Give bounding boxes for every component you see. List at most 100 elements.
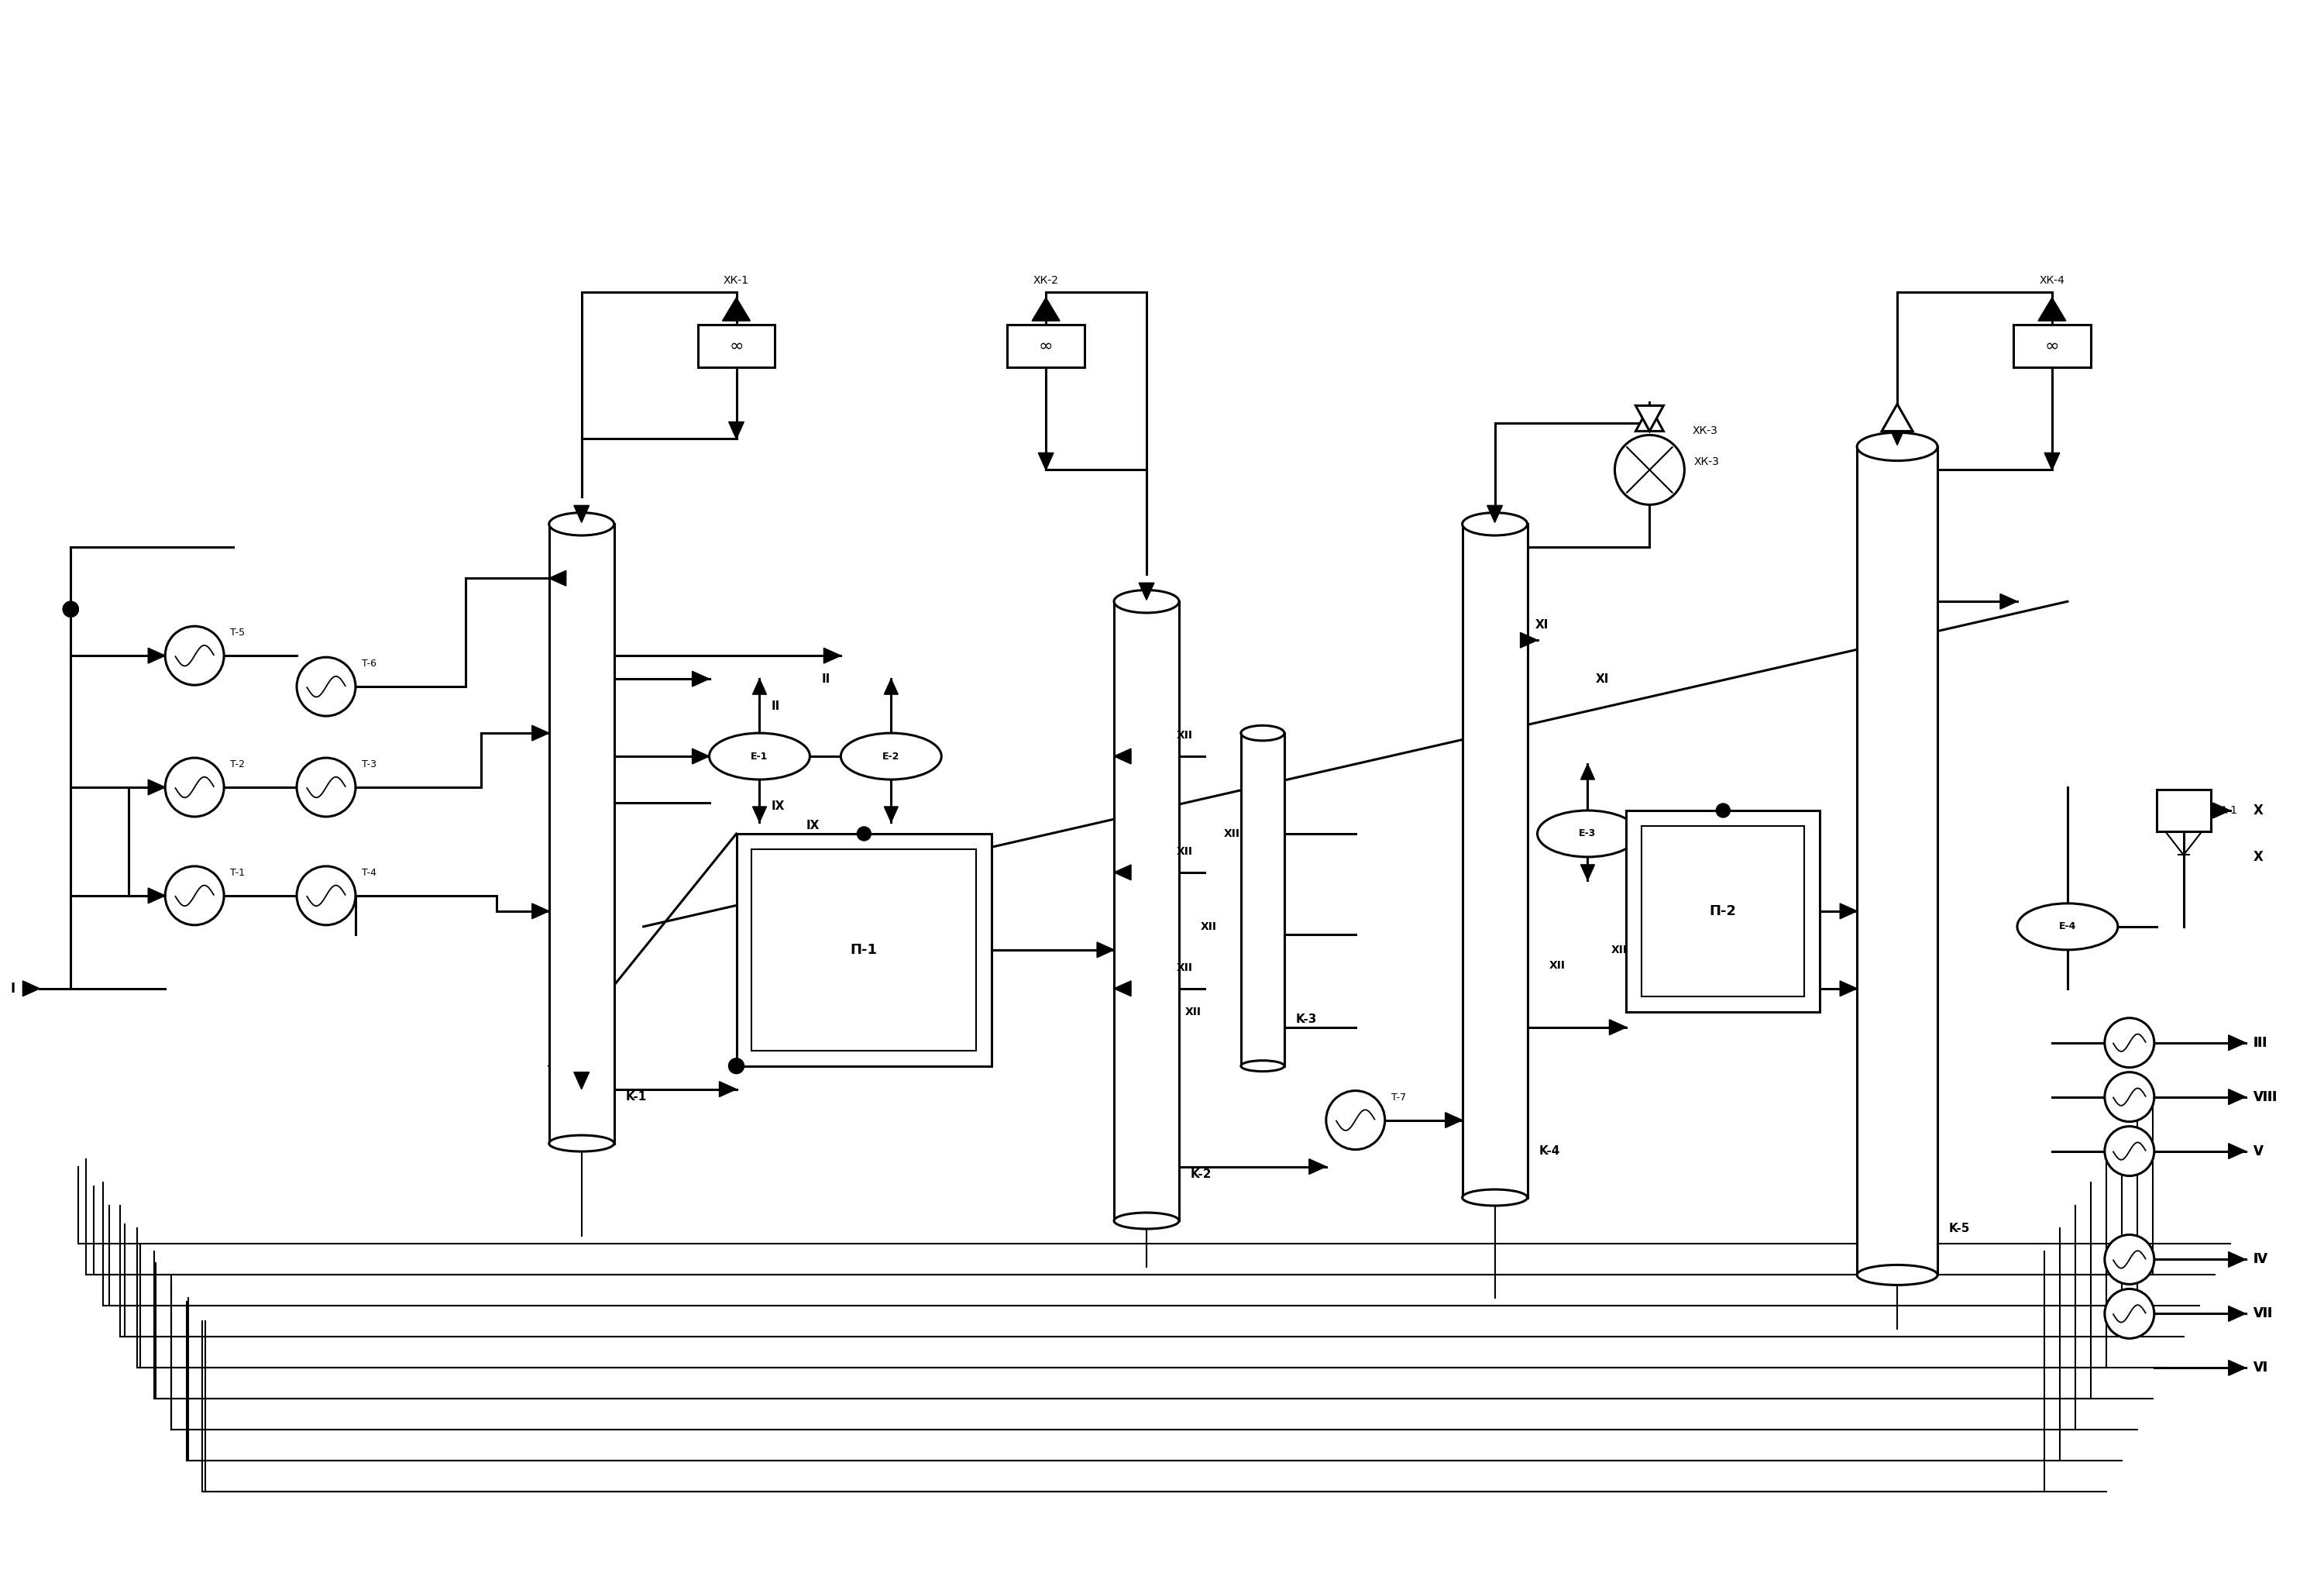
Text: K-2: K-2 xyxy=(1190,1169,1211,1180)
Polygon shape xyxy=(1608,1019,1627,1035)
Text: ХК-2: ХК-2 xyxy=(1034,275,1060,286)
Polygon shape xyxy=(883,679,897,695)
Circle shape xyxy=(858,827,871,841)
Ellipse shape xyxy=(841,733,941,779)
Bar xyxy=(1627,811,1820,1011)
Bar xyxy=(548,525,614,1143)
Text: П-1: П-1 xyxy=(851,943,878,957)
Text: IV: IV xyxy=(2254,1253,2268,1267)
Ellipse shape xyxy=(548,1135,614,1151)
Circle shape xyxy=(165,626,223,685)
Text: X: X xyxy=(2254,851,2264,863)
Text: K-3: K-3 xyxy=(1297,1014,1318,1026)
Polygon shape xyxy=(883,806,897,822)
Text: E-1: E-1 xyxy=(751,750,769,762)
Bar xyxy=(1241,733,1285,1065)
Polygon shape xyxy=(1636,405,1664,431)
Polygon shape xyxy=(2229,1035,2245,1051)
Ellipse shape xyxy=(1462,512,1527,536)
Polygon shape xyxy=(532,903,548,919)
Text: VII: VII xyxy=(2254,1307,2273,1321)
Text: VIII: VIII xyxy=(2254,1089,2278,1103)
Text: XII: XII xyxy=(1176,730,1192,741)
Text: XII: XII xyxy=(1176,846,1192,857)
Text: П-2: П-2 xyxy=(1710,905,1736,917)
Bar xyxy=(737,833,992,1065)
Bar xyxy=(751,849,976,1051)
Text: V: V xyxy=(2254,1145,2264,1158)
Polygon shape xyxy=(548,571,567,585)
Text: VII: VII xyxy=(2254,1307,2273,1321)
Ellipse shape xyxy=(2017,903,2117,949)
Ellipse shape xyxy=(1857,1266,1938,1285)
Circle shape xyxy=(2106,1018,2154,1067)
Polygon shape xyxy=(23,981,40,997)
Text: E-2: E-2 xyxy=(883,750,899,762)
Circle shape xyxy=(2106,1235,2154,1285)
Bar xyxy=(2157,789,2210,832)
Polygon shape xyxy=(2212,803,2231,819)
Polygon shape xyxy=(1520,633,1538,647)
Polygon shape xyxy=(1636,405,1664,431)
Polygon shape xyxy=(823,649,841,663)
Text: ХК-1: ХК-1 xyxy=(723,275,748,286)
Polygon shape xyxy=(2229,1251,2245,1267)
Circle shape xyxy=(63,601,79,617)
Text: XI: XI xyxy=(1536,619,1548,631)
Polygon shape xyxy=(720,1081,737,1097)
Text: T-2: T-2 xyxy=(230,760,244,770)
Text: XII: XII xyxy=(1225,828,1241,840)
Text: II: II xyxy=(772,700,781,712)
Ellipse shape xyxy=(1113,1213,1178,1229)
Circle shape xyxy=(1615,436,1685,504)
Text: VI: VI xyxy=(2254,1361,2268,1375)
Polygon shape xyxy=(693,671,709,687)
Text: VI: VI xyxy=(2254,1361,2268,1375)
Text: XII: XII xyxy=(1611,944,1627,956)
Circle shape xyxy=(63,601,79,617)
Polygon shape xyxy=(1097,943,1113,957)
Bar xyxy=(1857,447,1938,1275)
Polygon shape xyxy=(574,506,590,523)
Polygon shape xyxy=(1039,453,1053,471)
Bar xyxy=(1113,601,1178,1221)
Ellipse shape xyxy=(1538,811,1638,857)
Text: T-6: T-6 xyxy=(363,658,376,669)
Circle shape xyxy=(297,657,356,716)
Text: V: V xyxy=(2254,1145,2264,1158)
Polygon shape xyxy=(1841,981,1857,997)
Polygon shape xyxy=(532,725,548,741)
Text: ХК-3: ХК-3 xyxy=(1694,456,1720,467)
Polygon shape xyxy=(1139,584,1155,599)
Polygon shape xyxy=(149,649,165,663)
Text: XI: XI xyxy=(1594,673,1608,685)
Circle shape xyxy=(730,1059,744,1073)
Circle shape xyxy=(165,867,223,925)
Text: XII: XII xyxy=(1202,921,1218,932)
Text: ∞: ∞ xyxy=(1039,339,1053,353)
Text: X: X xyxy=(2254,803,2264,817)
Circle shape xyxy=(2106,1072,2154,1121)
Polygon shape xyxy=(2001,593,2017,609)
Bar xyxy=(697,324,774,367)
Polygon shape xyxy=(2038,297,2066,321)
Polygon shape xyxy=(1841,903,1857,919)
Bar xyxy=(2013,324,2092,367)
Polygon shape xyxy=(2045,453,2059,471)
Text: T-5: T-5 xyxy=(230,628,244,638)
Text: IV: IV xyxy=(2254,1253,2268,1267)
Circle shape xyxy=(297,758,356,817)
Text: T-3: T-3 xyxy=(363,760,376,770)
Text: T-7: T-7 xyxy=(1392,1092,1406,1102)
Text: III: III xyxy=(2254,1035,2268,1049)
Text: ∞: ∞ xyxy=(2045,339,2059,353)
Circle shape xyxy=(2106,1289,2154,1339)
Text: K-4: K-4 xyxy=(1538,1145,1559,1158)
Text: XII: XII xyxy=(1185,1006,1202,1018)
Text: E-4: E-4 xyxy=(2059,922,2075,932)
Circle shape xyxy=(297,867,356,925)
Text: K-1: K-1 xyxy=(625,1091,646,1103)
Text: T-1: T-1 xyxy=(230,868,244,878)
Bar xyxy=(1006,324,1085,367)
Bar xyxy=(1641,825,1803,997)
